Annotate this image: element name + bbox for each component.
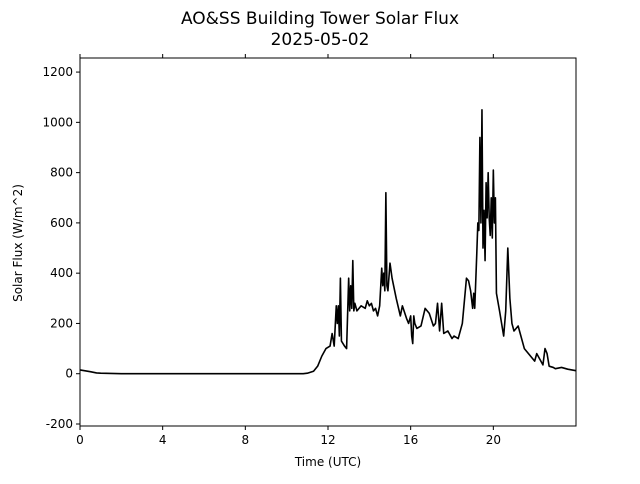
- data-line: [79, 108, 577, 375]
- y-axis-label: Solar Flux (W/m^2): [11, 184, 25, 302]
- y-tick-label: 800: [50, 166, 73, 180]
- y-tick-label: 1000: [42, 115, 73, 129]
- x-tick-label: 0: [76, 433, 84, 447]
- y-tick-label: 0: [65, 367, 73, 381]
- y-tick-label: 600: [50, 216, 73, 230]
- x-tick-label: 20: [486, 433, 501, 447]
- x-tick-label: 4: [159, 433, 167, 447]
- chart-title: AO&SS Building Tower Solar Flux: [181, 9, 459, 29]
- y-tick-label: -200: [46, 417, 73, 431]
- x-tick-label: 12: [320, 433, 335, 447]
- plot-frame: [79, 57, 577, 427]
- chart-subtitle: 2025-05-02: [271, 30, 370, 50]
- y-tick-label: 400: [50, 266, 73, 280]
- x-tick-label: 8: [242, 433, 250, 447]
- x-tick-label: 16: [403, 433, 418, 447]
- y-tick-label: 1200: [42, 65, 73, 79]
- x-axis-label: Time (UTC): [294, 455, 361, 469]
- y-tick-label: 200: [50, 316, 73, 330]
